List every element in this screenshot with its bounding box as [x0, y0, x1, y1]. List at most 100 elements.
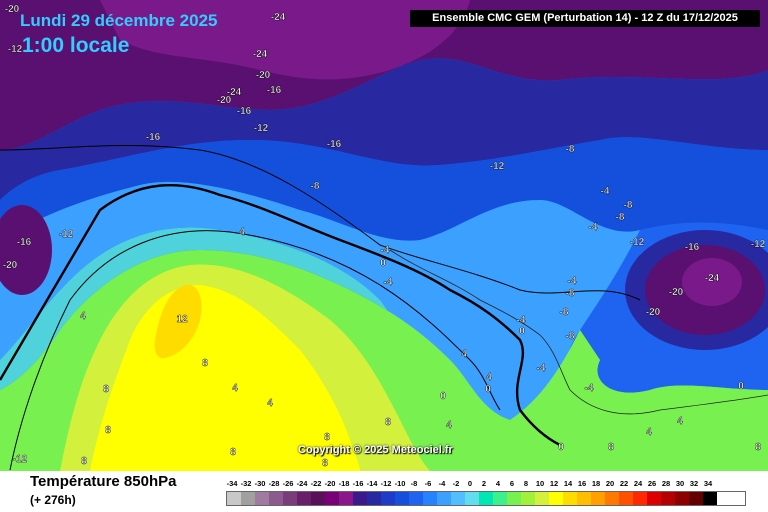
legend-value: -28: [268, 479, 280, 488]
legend-value: -6: [424, 479, 432, 488]
legend-swatch: [563, 492, 577, 505]
copyright-notice: Copyright © 2025 Meteociel.fr: [298, 444, 453, 456]
legend-value: 4: [495, 479, 501, 488]
contour-label: 8: [81, 456, 87, 467]
contour-label: 8: [755, 442, 761, 453]
legend-value: -20: [324, 479, 336, 488]
legend-swatch: [577, 492, 591, 505]
contour-label: 0: [558, 442, 564, 453]
forecast-date: Lundi 29 décembre 2025: [20, 11, 217, 30]
legend-value: -32: [240, 479, 252, 488]
legend-value: 30: [675, 479, 685, 488]
cold-region-north-core: [100, 0, 470, 80]
legend-swatch: [507, 492, 521, 505]
contour-label: -8: [566, 144, 575, 155]
legend-swatch: [339, 492, 353, 505]
map-contour-labels: -20-24-12 -24-20-24 -16-20-16-12-16-16-12-…: [3, 4, 766, 469]
contour-label: 4: [486, 372, 492, 383]
contour-label: 4: [267, 398, 273, 409]
legend-swatch: [493, 492, 507, 505]
legend-swatch: [535, 492, 549, 505]
legend-swatch: [549, 492, 563, 505]
legend-swatch: [633, 492, 647, 505]
contour-label: -4: [381, 245, 390, 256]
contour-label: -8: [616, 212, 625, 223]
contour-label: 4: [232, 383, 238, 394]
legend-value: -30: [254, 479, 266, 488]
legend-swatch: [353, 492, 367, 505]
contour-label: -12: [13, 454, 28, 465]
contour-label: -16: [146, 132, 161, 143]
coastline-hint: [389, 249, 768, 415]
legend-value: 16: [577, 479, 587, 488]
contour-label: -4: [601, 186, 610, 197]
legend-swatch: [661, 492, 675, 505]
contour-label: -8: [311, 181, 320, 192]
legend-value: 8: [523, 479, 529, 488]
contour-label: -4: [517, 315, 526, 326]
contour-label: 8: [608, 442, 614, 453]
contour-label: -12: [630, 237, 645, 248]
contour-label: -12: [254, 123, 269, 134]
legend-value: -14: [366, 479, 378, 488]
legend-swatch: [437, 492, 451, 505]
legend-swatch: [647, 492, 661, 505]
legend-value: 18: [591, 479, 601, 488]
contour-label: -20: [3, 260, 18, 271]
contour-label: -4: [537, 363, 546, 374]
contour-label: 8: [324, 432, 330, 443]
legend-swatch: [241, 492, 255, 505]
legend-value: -2: [452, 479, 460, 488]
legend-value: 32: [689, 479, 699, 488]
contour-label: -16: [17, 237, 32, 248]
model-info-box: Ensemble CMC GEM (Perturbation 14) - 12 …: [410, 10, 760, 27]
legend-swatch: [423, 492, 437, 505]
legend-value: 2: [481, 479, 487, 488]
legend-swatch: [521, 492, 535, 505]
contour-label: 0: [380, 258, 386, 269]
cold-low-west: [0, 205, 52, 295]
variable-name: Température 850hPa: [30, 473, 177, 490]
legend-value: -26: [282, 479, 294, 488]
legend-swatch: [591, 492, 605, 505]
legend-value: 10: [535, 479, 545, 488]
cool-band: [0, 181, 640, 420]
contour-label: -24: [705, 273, 720, 284]
contour-label: 0: [519, 326, 525, 337]
legend-value: 6: [509, 479, 515, 488]
contour-label: -12: [59, 229, 74, 240]
legend-value: -18: [338, 479, 350, 488]
legend-swatch: [297, 492, 311, 505]
contour-label: 4: [677, 416, 683, 427]
legend-value: -16: [352, 479, 364, 488]
contour-label: 0: [738, 381, 744, 392]
contour-label: 8: [230, 447, 236, 458]
legend-swatch: [703, 492, 717, 505]
legend-swatch: [381, 492, 395, 505]
zero-isotherm: [0, 183, 561, 447]
legend-swatch: [465, 492, 479, 505]
legend-swatch: [395, 492, 409, 505]
legend-swatch: [269, 492, 283, 505]
contour-label: -12: [8, 44, 23, 55]
contour-label: -4: [589, 222, 598, 233]
legend-swatch: [619, 492, 633, 505]
contour-label: -8: [560, 307, 569, 318]
legend-swatch: [227, 492, 241, 505]
contour-label: -8: [566, 288, 575, 299]
contour-label: 4: [239, 227, 245, 238]
isotherm-minus4: [0, 145, 641, 301]
contour-label: 0: [440, 391, 446, 402]
cold-low-east-core: [682, 258, 742, 306]
contour-label: 4: [446, 420, 452, 431]
color-legend: -34 -32 -30 -28 -26 -24 -22 -20 -18 -16 -14 -12 -10-…: [226, 479, 746, 506]
contour-label: -16: [685, 242, 700, 253]
contour-label: -8: [624, 200, 633, 211]
contour-label: -4: [384, 277, 393, 288]
legend-swatch: [409, 492, 423, 505]
legend-swatch: [451, 492, 465, 505]
contour-label: 12: [176, 314, 188, 325]
legend-value: 0: [467, 479, 473, 488]
contour-label: 8: [103, 384, 109, 395]
legend-value: 22: [619, 479, 629, 488]
